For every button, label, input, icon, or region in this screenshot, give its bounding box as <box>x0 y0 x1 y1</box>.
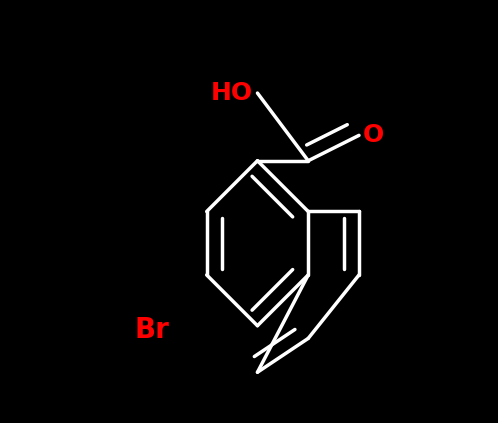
Text: HO: HO <box>211 81 253 105</box>
Text: O: O <box>363 124 384 147</box>
Text: Br: Br <box>134 316 169 344</box>
